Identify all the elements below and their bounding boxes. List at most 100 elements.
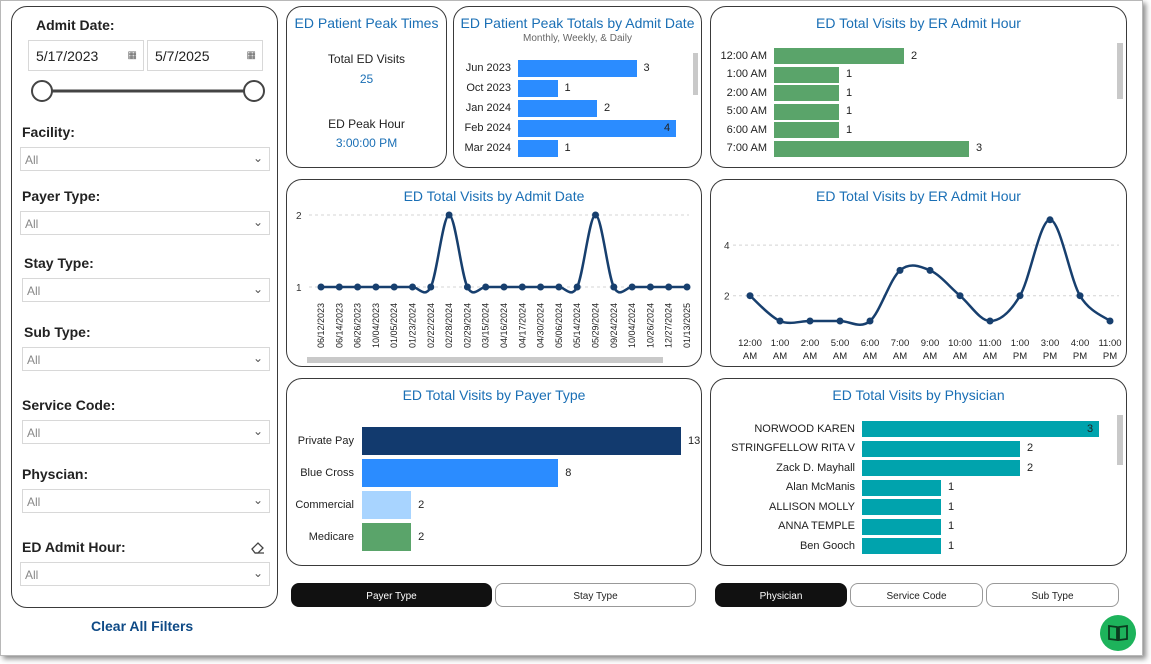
x-tick-label: 10/04/2023 xyxy=(371,303,381,348)
service-code-dropdown[interactable]: All ⌄ xyxy=(22,420,270,444)
sub-type-dropdown[interactable]: All ⌄ xyxy=(22,347,270,371)
bar[interactable] xyxy=(518,60,637,77)
physician-dropdown[interactable]: All ⌄ xyxy=(22,489,270,513)
data-point xyxy=(1046,216,1054,224)
sub-type-value: All xyxy=(27,353,41,367)
data-label: 2 xyxy=(1027,461,1034,474)
stay-type-dropdown[interactable]: All ⌄ xyxy=(22,278,270,302)
bar[interactable] xyxy=(362,459,559,487)
data-label: 2 xyxy=(1027,442,1034,454)
bar[interactable] xyxy=(862,538,941,554)
scrollbar[interactable] xyxy=(693,53,698,95)
bar[interactable] xyxy=(862,440,1020,457)
x-tick-label: 12:00 xyxy=(738,338,762,349)
x-tick-label: 1:00 xyxy=(771,338,790,349)
book-button[interactable] xyxy=(1100,615,1136,651)
data-label: 1 xyxy=(948,520,955,532)
date-range-slider[interactable] xyxy=(28,77,268,107)
tab-service-code[interactable]: Service Code xyxy=(850,583,983,607)
bar[interactable] xyxy=(862,421,1099,437)
bar[interactable] xyxy=(774,66,839,83)
peak-hour-label: ED Peak Hour xyxy=(328,117,405,131)
tab-stay-type[interactable]: Stay Type xyxy=(495,583,696,607)
service-code-label: Service Code: xyxy=(22,397,116,413)
data-point xyxy=(463,283,471,291)
bar[interactable] xyxy=(774,48,904,64)
clear-all-filters-button[interactable]: Clear All Filters xyxy=(91,618,194,634)
start-date-input[interactable]: 5/17/2023 ▦ xyxy=(28,40,144,71)
x-tick-label: AM xyxy=(773,351,787,362)
data-point xyxy=(926,266,934,274)
data-point xyxy=(806,317,814,325)
bar[interactable] xyxy=(362,523,412,551)
data-point xyxy=(986,317,994,325)
data-point xyxy=(335,283,343,291)
x-tick-label: PM xyxy=(1043,351,1057,362)
x-tick-label: 04/16/2024 xyxy=(499,303,509,348)
x-tick-label: 02/28/2024 xyxy=(444,303,454,348)
physician-card: ED Total Visits by Physician NORWOOD KAR… xyxy=(710,378,1127,566)
category-label: Feb 2024 xyxy=(464,122,511,134)
end-date-input[interactable]: 5/7/2025 ▦ xyxy=(147,40,263,71)
x-tick-label: 5:00 xyxy=(831,338,850,349)
physician-chart: NORWOOD KAREN 3 STRINGFELLOW RITA V 2 Zack D… xyxy=(711,379,1126,565)
tab-payer-type[interactable]: Payer Type xyxy=(291,583,492,607)
data-point xyxy=(445,211,453,219)
admit-hour-value: All xyxy=(25,568,39,582)
peak-hour-value: 3:00:00 PM xyxy=(335,136,398,150)
scrollbar[interactable] xyxy=(1117,415,1123,465)
data-label: 3 xyxy=(1087,422,1094,435)
bar[interactable] xyxy=(774,85,839,101)
x-tick-label: 09/24/2024 xyxy=(609,303,619,348)
scrollbar[interactable] xyxy=(1117,43,1123,99)
bar[interactable] xyxy=(862,460,1020,476)
bar[interactable] xyxy=(518,80,558,97)
category-label: 7:00 AM xyxy=(726,142,767,154)
bar[interactable] xyxy=(362,491,412,519)
data-point xyxy=(610,283,618,291)
facility-dropdown[interactable]: All ⌄ xyxy=(20,147,270,171)
data-point xyxy=(573,283,581,291)
data-point xyxy=(776,317,784,325)
calendar-icon[interactable]: ▦ xyxy=(127,50,137,61)
er-hour-bar-title: ED Total Visits by ER Admit Hour xyxy=(816,15,1021,31)
bar[interactable] xyxy=(362,427,681,455)
tab-physician[interactable]: Physician xyxy=(715,583,847,607)
bar[interactable] xyxy=(862,499,941,515)
eraser-icon[interactable] xyxy=(250,539,266,555)
bar[interactable] xyxy=(774,103,839,120)
data-label: 13 xyxy=(688,434,701,447)
category-label: 5:00 AM xyxy=(726,105,767,117)
calendar-icon[interactable]: ▦ xyxy=(246,50,256,61)
data-point xyxy=(555,283,563,291)
category-label: NORWOOD KAREN xyxy=(754,422,855,435)
bar[interactable] xyxy=(518,140,558,157)
x-tick-label: AM xyxy=(953,351,967,362)
chevron-down-icon: ⌄ xyxy=(252,424,263,438)
filter-panel: Admit Date: 5/17/2023 ▦ 5/7/2025 ▦ Facil… xyxy=(11,6,278,608)
category-label: 1:00 AM xyxy=(726,68,767,80)
payer-type-dropdown[interactable]: All ⌄ xyxy=(20,211,270,235)
x-tick-label: PM xyxy=(1103,351,1117,362)
y-tick-label: 1 xyxy=(296,283,302,294)
data-point xyxy=(592,211,599,219)
start-date-value: 5/17/2023 xyxy=(36,48,99,64)
x-tick-label: 6:00 xyxy=(861,338,880,349)
bar[interactable] xyxy=(518,100,597,117)
payer-type-label: Payer Type: xyxy=(22,188,101,204)
tab-sub-type[interactable]: Sub Type xyxy=(986,583,1119,607)
chevron-down-icon: ⌄ xyxy=(252,282,263,296)
admit-hour-dropdown[interactable]: All ⌄ xyxy=(20,562,270,586)
x-tick-label: 02/29/2024 xyxy=(462,303,472,348)
bar[interactable] xyxy=(518,120,676,137)
bar[interactable] xyxy=(862,479,941,496)
bar[interactable] xyxy=(774,140,969,157)
horizontal-scrollbar[interactable] xyxy=(307,357,663,363)
bar[interactable] xyxy=(862,518,941,535)
total-visits-value: 25 xyxy=(359,72,374,86)
physician-title: ED Total Visits by Physician xyxy=(832,387,1005,403)
bar[interactable] xyxy=(774,122,839,138)
series-line xyxy=(321,213,687,294)
